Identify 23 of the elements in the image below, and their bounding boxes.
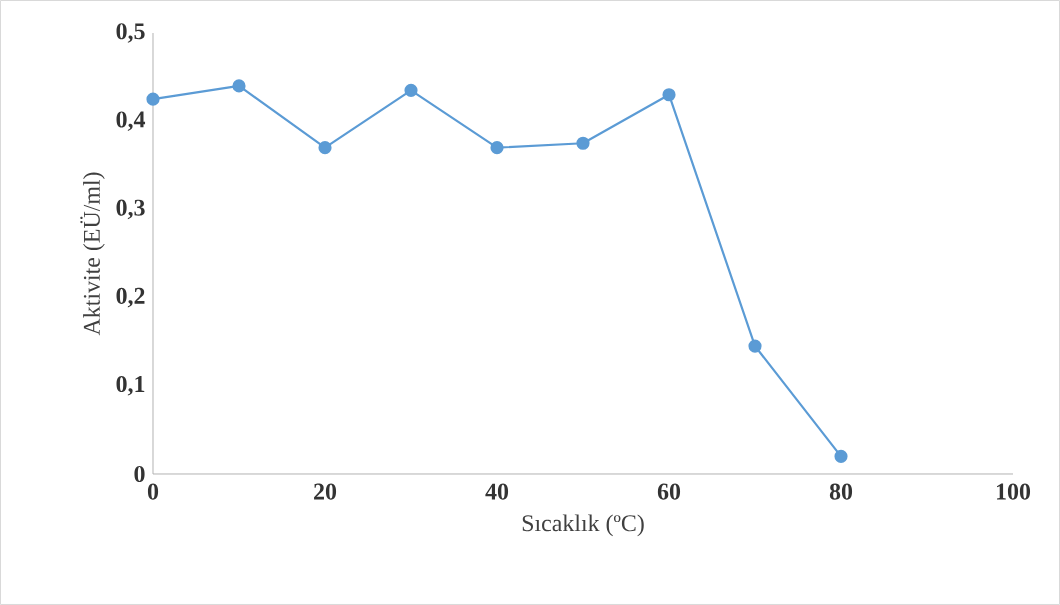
x-tick-label: 40: [485, 483, 509, 500]
point: [404, 83, 418, 97]
point: [232, 79, 246, 93]
y-axis-title: Aktivite (EÜ/ml): [80, 172, 105, 336]
x-tick-label: 60: [657, 483, 681, 500]
x-tick-label: 20: [314, 483, 337, 500]
x-tick-label: 80: [829, 483, 853, 500]
y-tick-label: 0,1: [116, 375, 145, 396]
y-tick-label: 0,2: [116, 287, 145, 308]
point: [490, 141, 504, 155]
x-tick-label: 0: [147, 483, 159, 500]
point: [748, 339, 762, 353]
point: [576, 136, 590, 150]
x-axis-title: Sıcaklık (ºC): [522, 514, 644, 537]
point: [662, 88, 676, 102]
point: [146, 92, 160, 106]
y-tick-label: 0: [134, 465, 145, 483]
y-tick-label: 0,5: [116, 23, 145, 43]
y-tick-label: 0,3: [116, 199, 145, 220]
point: [834, 449, 848, 463]
x-tick-label: 100: [997, 483, 1031, 500]
point: [318, 141, 332, 155]
y-tick-label: 0,4: [116, 111, 146, 131]
